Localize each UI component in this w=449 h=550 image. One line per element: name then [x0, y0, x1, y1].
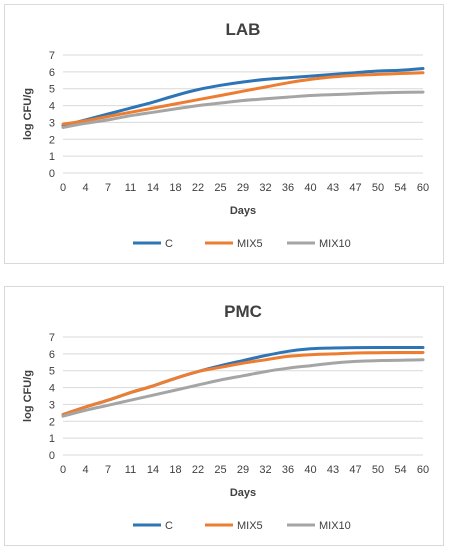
chart1-title: PMC [224, 302, 262, 321]
chart1-x-tick-label: 0 [60, 464, 66, 476]
chart0-x-tick-label: 25 [214, 182, 226, 194]
chart1-y-tick-label: 7 [49, 332, 55, 344]
chart0-x-tick-label: 7 [105, 182, 111, 194]
chart1-y-axis-label: log CFU/g [22, 370, 34, 422]
chart1-y-tick-label: 0 [49, 450, 55, 462]
chart0-x-tick-label: 54 [394, 182, 406, 194]
chart0-series-mix10-line [61, 90, 425, 129]
chart0-y-tick-label: 2 [49, 134, 55, 146]
chart1-series-mix10-line [61, 358, 425, 418]
chart0-y-tick-label: 4 [49, 101, 55, 113]
chart1-x-tick-label: 4 [82, 464, 88, 476]
chart1-x-axis-label: Days [230, 487, 256, 499]
chart0-y-tick-label: 1 [49, 151, 55, 163]
chart0-series-c-line [61, 67, 425, 128]
chart0-x-tick-label: 22 [192, 182, 204, 194]
chart1-legend-label-mix10: MIX10 [319, 520, 351, 532]
chart0-y-tick-label: 0 [49, 168, 55, 180]
chart0-legend-label-mix10: MIX10 [319, 238, 351, 250]
chart1-y-tick-label: 5 [49, 366, 55, 378]
chart0-x-tick-label: 32 [259, 182, 271, 194]
chart1-y-tick-label: 2 [49, 416, 55, 428]
chart0-legend-label-c: C [165, 238, 173, 250]
chart1-x-tick-label: 40 [304, 464, 316, 476]
chart0-x-tick-label: 47 [349, 182, 361, 194]
chart-pmc: PMC 0 1 2 3 4 5 6 7 0 4 7 11 14 18 22 25 29 32 36 40 43 47 50 54… [4, 286, 444, 546]
chart0-series-mix5-line [61, 71, 425, 126]
chart0-x-tick-label: 60 [417, 182, 429, 194]
chart0-y-tick-label: 7 [49, 50, 55, 62]
chart0-y-tick-label: 6 [49, 67, 55, 79]
chart0-y-tick-label: 3 [49, 117, 55, 129]
chart1-x-tick-label: 60 [417, 464, 429, 476]
chart0-x-axis-label: Days [230, 205, 256, 217]
chart0-x-tick-label: 11 [125, 182, 136, 194]
chart1-y-tick-label: 6 [49, 349, 55, 361]
chart0-x-tick-label: 14 [147, 182, 159, 194]
chart0-x-tick-label: 36 [282, 182, 294, 194]
chart0-y-axis-label: log CFU/g [22, 88, 34, 140]
chart1-y-tick-label: 3 [49, 399, 55, 411]
chart1-x-tick-label: 50 [372, 464, 384, 476]
chart1-x-tick-label: 43 [327, 464, 339, 476]
chart1-x-tick-label: 25 [214, 464, 226, 476]
chart1-x-tick-label: 22 [192, 464, 204, 476]
chart1-x-tick-label: 14 [147, 464, 159, 476]
chart1-x-tick-label: 18 [169, 464, 181, 476]
chart1-x-tick-label: 11 [125, 464, 136, 476]
chart1-x-tick-label: 29 [237, 464, 249, 476]
chart0-x-tick-label: 43 [327, 182, 339, 194]
chart0-legend-label-mix5: MIX5 [237, 238, 263, 250]
chart0-y-tick-label: 5 [49, 84, 55, 96]
chart0-x-tick-label: 29 [237, 182, 249, 194]
chart0-x-tick-label: 0 [60, 182, 66, 194]
chart1-y-tick-label: 1 [49, 433, 55, 445]
chart1-legend-label-mix5: MIX5 [237, 520, 263, 532]
chart0-x-tick-label: 40 [304, 182, 316, 194]
chart1-x-tick-label: 7 [105, 464, 111, 476]
chart0-x-tick-label: 50 [372, 182, 384, 194]
chart1-legend-label-c: C [165, 520, 173, 532]
chart1-y-tick-label: 4 [49, 383, 55, 395]
chart0-x-tick-label: 18 [169, 182, 181, 194]
chart1-x-tick-label: 54 [394, 464, 406, 476]
chart1-x-tick-label: 32 [259, 464, 271, 476]
chart-lab: LAB 0 1 2 3 4 5 6 7 0 4 7 11 14 18 22 25 29 32 36 40 43 47 50 54… [4, 4, 444, 264]
chart0-x-tick-label: 4 [82, 182, 88, 194]
chart1-x-tick-label: 36 [282, 464, 294, 476]
chart0-title: LAB [226, 20, 261, 39]
chart1-series-mix5-line [61, 351, 425, 416]
chart1-x-tick-label: 47 [349, 464, 361, 476]
